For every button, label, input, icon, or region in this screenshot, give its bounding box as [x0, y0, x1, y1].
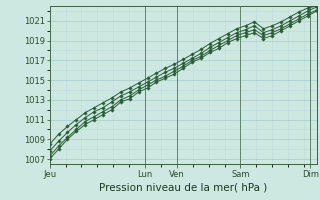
X-axis label: Pression niveau de la mer( hPa ): Pression niveau de la mer( hPa ): [99, 183, 267, 193]
